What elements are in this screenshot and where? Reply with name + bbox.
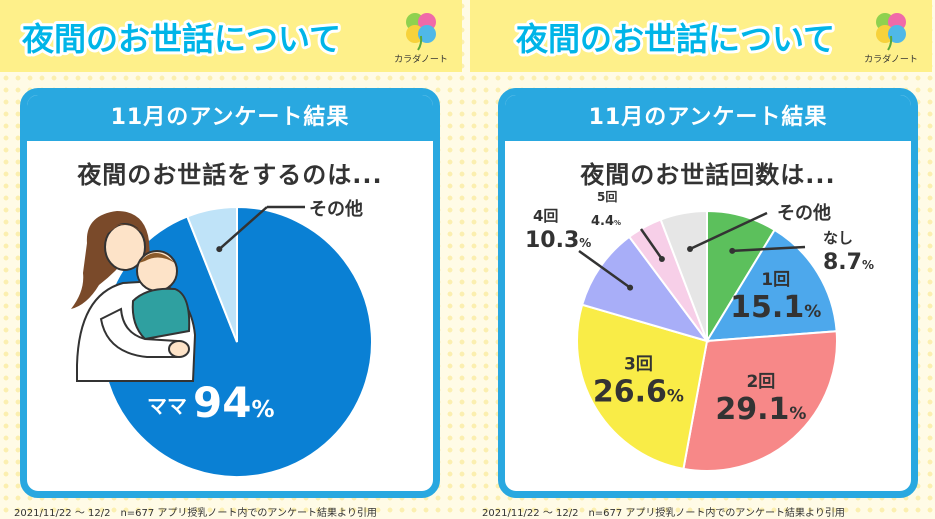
title-banner: 夜間のお世話について カラダノート [0, 0, 462, 72]
caregiver-pie-chart: ママ 94% その他 [71, 198, 373, 478]
slice-value-3: 26.6% [593, 374, 684, 409]
right-panel: 夜間のお世話について カラダノート 11月のアンケート結果 夜間のお世話回数は.… [470, 0, 932, 519]
slice-value-4: 10.3% [525, 228, 591, 253]
pie-slice-6 [659, 209, 708, 342]
pie-slice-3 [576, 303, 709, 471]
survey-card: 11月のアンケート結果 夜間のお世話をするのは... ママ 94% その他 [20, 88, 440, 498]
slice-label-mama: ママ [147, 394, 187, 418]
survey-card: 11月のアンケート結果 夜間のお世話回数は... 1回 15.1% 2回 29.1% 3… [498, 88, 918, 498]
slice-value-2: 29.1% [715, 392, 806, 427]
banner-title: 夜間のお世話について [18, 17, 344, 60]
brand-logo: カラダノート [858, 8, 924, 68]
leader-dot-other [216, 246, 223, 253]
brand-logo: カラダノート [388, 8, 454, 68]
card-header: 11月のアンケート結果 [27, 95, 433, 141]
source-footnote: 2021/11/22 〜 12/2 n=677 アプリ授乳ノート内でのアンケート… [14, 508, 377, 519]
source-footnote: 2021/11/22 〜 12/2 n=677 アプリ授乳ノート内でのアンケート… [482, 508, 845, 519]
clover-icon [406, 13, 436, 51]
slice-label-3: 3回 [624, 354, 653, 374]
leader-line-other [218, 206, 268, 251]
slice-label-other: その他 [309, 198, 363, 220]
banner-title-text: 夜間のお世話について [515, 20, 835, 58]
leader-line-5 [639, 228, 663, 260]
card-header: 11月のアンケート結果 [505, 95, 911, 141]
title-banner: 夜間のお世話について カラダノート [470, 0, 932, 72]
slice-label-none: なし [823, 229, 853, 247]
slice-value-5: 4.4% [591, 214, 621, 229]
banner-title-text: 夜間のお世話について [21, 20, 341, 58]
logo-text: カラダノート [394, 55, 448, 65]
left-panel: 夜間のお世話について カラダノート 11月のアンケート結果 夜間のお世話をするの… [0, 0, 462, 519]
slice-label-4: 4回 [533, 207, 558, 225]
mother-baby-illustration [71, 211, 197, 382]
leader-line-other [689, 211, 768, 251]
leader-line-4 [578, 249, 631, 289]
pie-slice-1 [705, 228, 838, 343]
chart-title: 夜間のお世話をするのは... [77, 161, 383, 189]
slice-label-5: 5回 [597, 190, 617, 204]
chart-title: 夜間のお世話回数は... [580, 161, 836, 189]
slice-value-mama: 94% [193, 378, 275, 427]
slice-value-none: 8.7% [823, 250, 874, 275]
slice-value-1: 15.1% [730, 290, 821, 325]
pie-slice-2 [682, 330, 838, 472]
leader-dot-none [729, 247, 736, 254]
pie-slice-1 [186, 205, 238, 343]
leader-line-none [732, 245, 806, 253]
slice-label-other: その他 [777, 202, 831, 224]
banner-title: 夜間のお世話について [512, 17, 838, 60]
clover-icon [876, 13, 906, 51]
slice-label-2: 2回 [746, 372, 775, 392]
logo-text: カラダノート [864, 55, 918, 65]
slice-label-1: 1回 [761, 270, 790, 290]
